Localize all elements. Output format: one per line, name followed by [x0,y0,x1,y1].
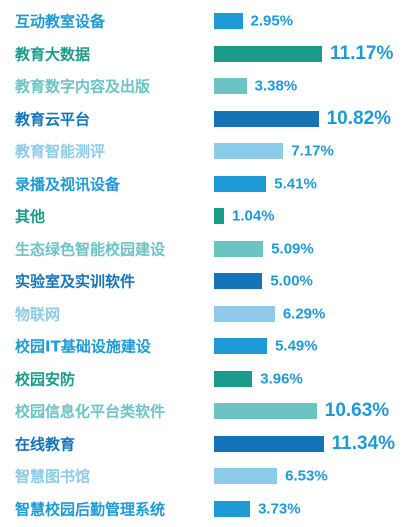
value-label: 5.49% [275,337,318,355]
value-label: 11.34% [331,432,396,454]
bar-row: 校园IT基础设施建设 5.49% [0,331,405,361]
bar [214,110,319,127]
value-label: 5.41% [274,175,317,192]
bar [214,403,317,419]
value-label: 3.73% [258,500,301,517]
bar-row: 教育数字内容及出版 3.38% [0,71,405,101]
category-label: 校园信息化平台类软件 [15,402,166,421]
bar-row: 录播及视讯设备 5.41% [0,169,405,199]
category-label: 教育数字内容及出版 [15,77,151,96]
value-label: 2.95% [250,12,294,30]
value-label: 3.96% [260,370,303,387]
bar [214,305,275,322]
value-label: 3.38% [254,77,298,95]
category-label: 其他 [15,207,46,226]
bar-row: 校园安防 3.96% [0,364,405,394]
value-label: 10.63% [324,400,390,421]
bar-row: 生态绿色智能校园建设 5.09% [0,234,405,264]
value-label: 11.17% [330,42,394,64]
category-label: 教育大数据 [15,45,91,63]
category-label: 实验室及实训软件 [15,272,136,291]
bar [214,143,284,159]
value-label: 5.09% [271,240,314,257]
category-label: 互动教室设备 [15,12,106,31]
category-label: 教育智能测评 [15,142,106,161]
category-label: 在线教育 [15,435,76,453]
bar [214,338,268,354]
bar [214,175,267,192]
bar [214,435,324,452]
bar [214,273,263,289]
category-label: 校园安防 [15,370,76,388]
bar-row: 互动教室设备 2.95% [0,6,405,36]
bar-row: 教育智能测评 7.17% [0,136,405,166]
bar-row: 教育云平台 10.82% [0,104,405,134]
bar-row: 教育大数据 11.17% [0,39,405,69]
category-label: 校园IT基础设施建设 [15,337,151,356]
bar-row: 物联网 6.29% [0,299,405,329]
value-label: 6.53% [285,467,328,485]
bar-row: 校园信息化平台类软件 10.63% [0,396,405,426]
value-label: 10.82% [326,107,392,129]
bar [214,468,278,484]
bar-row: 智慧校园后勤管理系统 3.73% [0,494,405,524]
category-label: 录播及视讯设备 [15,175,121,193]
value-label: 1.04% [232,207,275,225]
bar [214,78,247,94]
category-label: 物联网 [15,305,61,323]
bar-row: 其他 1.04% [0,201,405,231]
category-label: 智慧图书馆 [15,467,91,486]
category-label: 教育云平台 [15,110,91,128]
bar [214,208,225,224]
bar [214,13,243,29]
category-label: 智慧校园后勤管理系统 [15,500,166,518]
bar-row: 智慧图书馆 6.53% [0,461,405,491]
bar [214,240,264,257]
value-label: 7.17% [291,142,334,160]
value-label: 6.29% [282,305,326,322]
value-label: 5.00% [270,272,313,290]
bar [214,500,251,517]
bar-row: 在线教育 11.34% [0,429,405,459]
category-label: 生态绿色智能校园建设 [15,240,166,258]
bar-row: 实验室及实训软件 5.00% [0,266,405,296]
bar [214,45,322,62]
bar [214,370,253,387]
